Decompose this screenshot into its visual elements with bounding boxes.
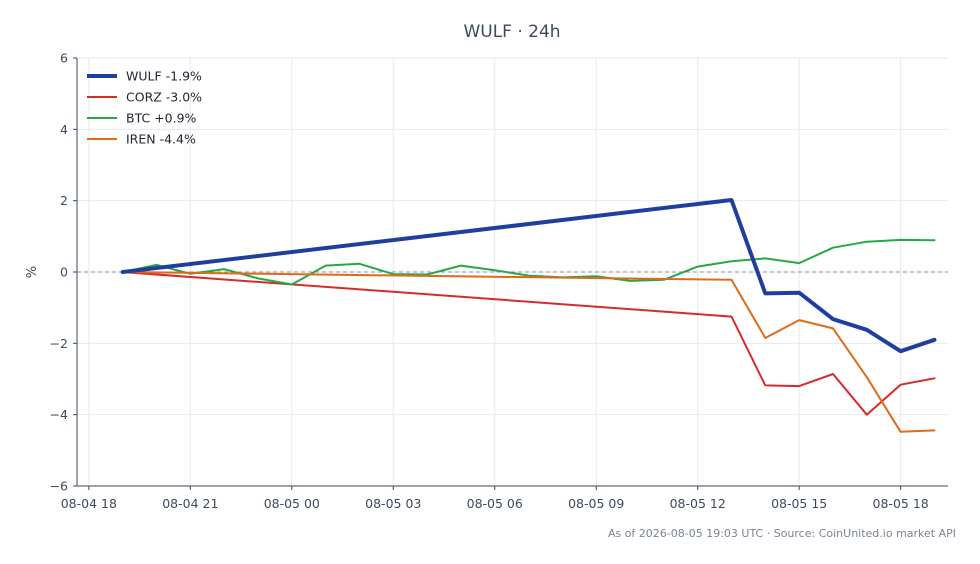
legend: WULF -1.9% CORZ -3.0% BTC +0.9% IREN -4.4% [87,69,202,147]
x-tick-label: 08-05 03 [365,496,421,511]
legend-label-corz: CORZ -3.0% [126,90,202,105]
y-tick-label: 6 [60,51,68,66]
y-axis-label: % [25,266,40,278]
legend-label-iren: IREN -4.4% [126,132,196,147]
y-tick-label: 0 [60,265,68,280]
chart-title: WULF · 24h [463,22,560,42]
y-tick-label: 4 [60,122,68,137]
legend-label-btc: BTC +0.9% [126,111,197,126]
x-tick-label: 08-05 06 [467,496,523,511]
y-tick-label: −6 [50,479,68,494]
series-line-iren [121,271,936,433]
x-axis-ticks: 08-04 18 08-04 21 08-05 00 08-05 03 08-05 06… [61,486,929,511]
y-axis-ticks: 6 4 2 0 −2 −4 −6 [50,51,77,494]
x-tick-label: 08-04 18 [61,496,117,511]
x-tick-label: 08-04 21 [162,496,218,511]
y-tick-label: 2 [60,193,68,208]
series-line-wulf [120,198,937,354]
x-tick-label: 08-05 18 [873,496,929,511]
series-line-btc [121,238,936,286]
legend-label-wulf: WULF -1.9% [126,69,202,84]
x-tick-label: 08-05 12 [670,496,726,511]
x-tick-label: 08-05 15 [771,496,827,511]
y-tick-label: −4 [50,407,68,422]
source-footer: As of 2026-08-05 19:03 UTC · Source: Coi… [608,527,956,540]
series-line-corz [121,271,936,416]
y-tick-label: −2 [50,336,68,351]
series-lines [120,198,937,433]
x-tick-label: 08-05 09 [568,496,624,511]
x-tick-label: 08-05 00 [264,496,320,511]
